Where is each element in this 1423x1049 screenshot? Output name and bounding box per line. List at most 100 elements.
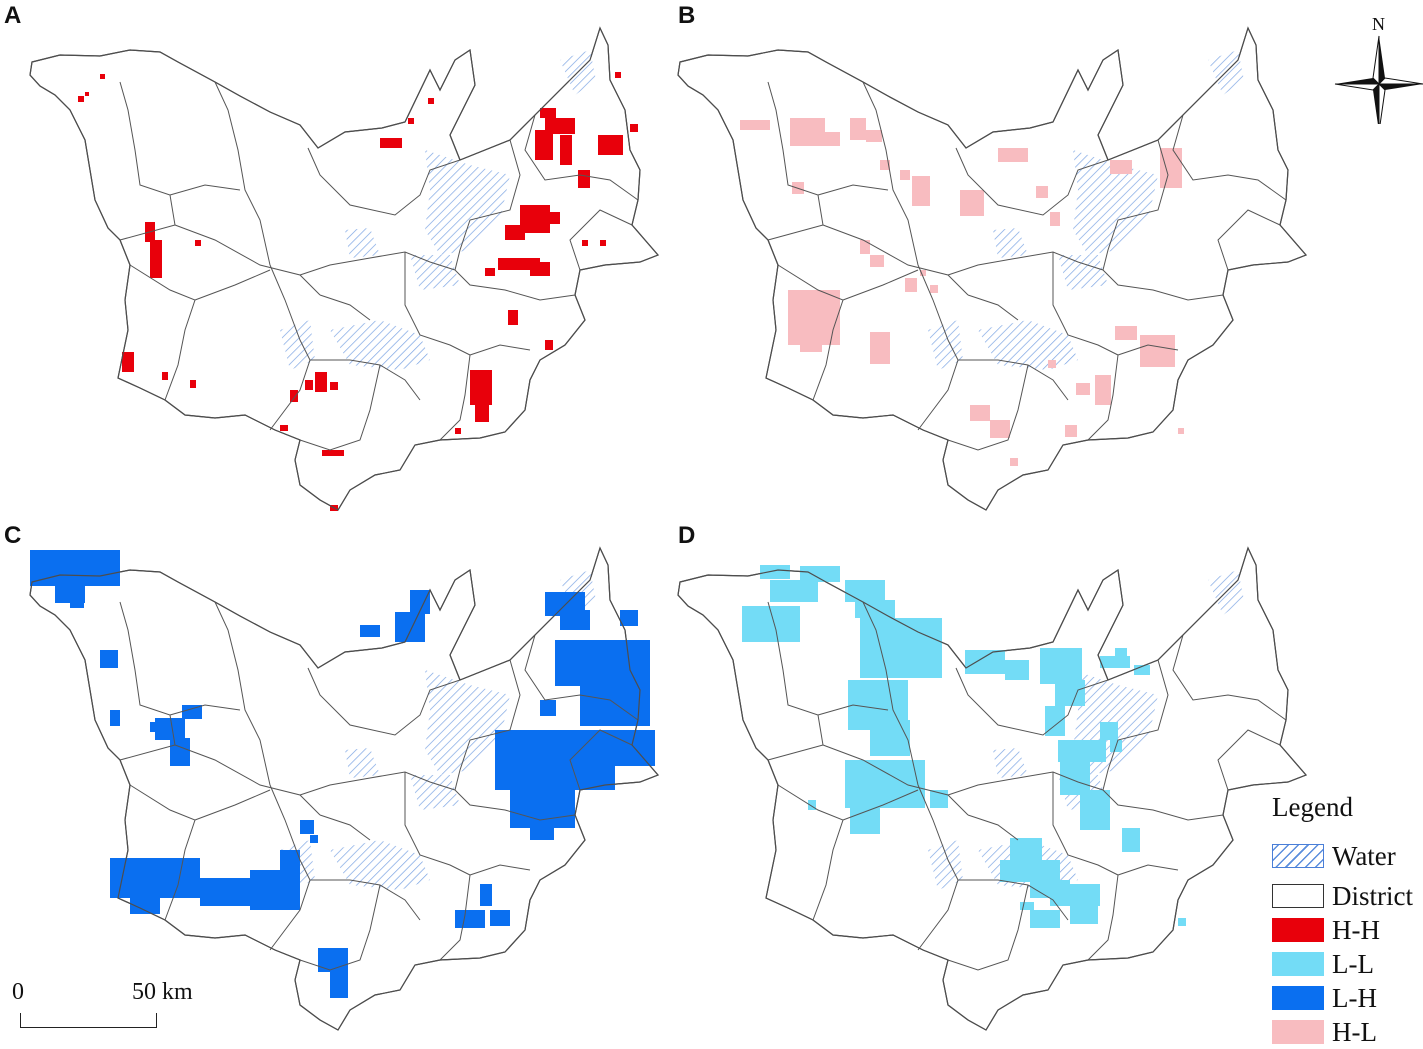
- lh-cluster-cell: [150, 722, 160, 732]
- hh-cluster-cell: [322, 450, 344, 456]
- hl-cluster-cell: [1065, 425, 1077, 437]
- water-body: [928, 840, 963, 890]
- district-boundary: [454, 139, 521, 271]
- district-boundary: [454, 789, 576, 821]
- district-boundary: [454, 659, 521, 791]
- map-c: [29, 546, 660, 1031]
- district-boundary: [817, 704, 889, 716]
- district-boundary: [1217, 729, 1281, 791]
- district-boundary: [1087, 874, 1119, 961]
- legend-label-lh: L-H: [1332, 982, 1377, 1013]
- water-body: [993, 748, 1028, 778]
- hl-cluster-cell: [900, 170, 910, 180]
- hh-cluster-cell: [150, 240, 162, 278]
- hh-cluster-cell: [85, 92, 89, 96]
- legend-swatch-water: [1272, 844, 1324, 868]
- ll-cluster-cell: [800, 566, 840, 582]
- ll-cluster-cell: [1055, 680, 1085, 706]
- district-boundary: [194, 269, 271, 301]
- scale-start-label: 0: [12, 979, 24, 1005]
- hl-cluster-cell: [1160, 148, 1182, 188]
- ll-cluster-cell: [965, 650, 1005, 674]
- hl-cluster-cell: [1010, 458, 1018, 466]
- hl-cluster-cell: [850, 118, 866, 140]
- water-body: [978, 320, 1078, 370]
- lh-cluster-cell: [530, 822, 554, 840]
- district-boundary: [947, 251, 1104, 276]
- district-boundary: [822, 744, 969, 816]
- district-boundary: [269, 784, 311, 951]
- legend-swatch-district: [1272, 884, 1324, 908]
- hl-cluster-cell: [990, 420, 1010, 438]
- hh-cluster-cell: [545, 340, 553, 350]
- legend-label-water: Water: [1332, 840, 1396, 871]
- district-boundary: [1117, 344, 1179, 356]
- ll-cluster-cell: [870, 720, 910, 756]
- hl-cluster-cell: [866, 130, 882, 142]
- district-boundary: [299, 364, 381, 451]
- district-boundary: [404, 252, 471, 356]
- hh-cluster-cell: [545, 212, 560, 224]
- district-boundary: [269, 264, 311, 431]
- map-d: [677, 546, 1308, 1031]
- hl-cluster-cell: [912, 176, 930, 206]
- district-boundary: [129, 264, 196, 401]
- hl-cluster-cell: [1036, 186, 1048, 198]
- ll-cluster-cell: [1100, 722, 1118, 740]
- lh-cluster-cell: [495, 730, 615, 790]
- hh-cluster-cell: [578, 170, 590, 188]
- district-boundary: [1117, 864, 1179, 876]
- lh-cluster-cell: [170, 738, 190, 766]
- district-boundary: [214, 601, 271, 786]
- hl-cluster-cell: [905, 278, 917, 292]
- hh-cluster-cell: [600, 240, 606, 246]
- study-area-border: [29, 546, 660, 1031]
- ll-cluster-cell: [808, 800, 816, 810]
- legend-swatch-hh: [1272, 918, 1324, 942]
- lh-cluster-cell: [330, 968, 348, 998]
- hh-cluster-cell: [540, 108, 556, 118]
- legend-item-district: District: [1272, 879, 1422, 913]
- district-boundary: [777, 784, 844, 921]
- district-boundary: [917, 264, 959, 431]
- district-boundary: [569, 209, 633, 271]
- study-area-outline: [29, 26, 660, 511]
- ll-cluster-cell: [1045, 706, 1065, 736]
- lh-cluster-cell: [310, 835, 318, 843]
- hh-cluster-cell: [280, 425, 288, 431]
- hl-cluster-cell: [1095, 375, 1111, 405]
- ll-cluster-cell: [1100, 656, 1130, 668]
- lh-cluster-cell: [555, 640, 650, 686]
- water-body: [330, 840, 430, 890]
- water-body: [345, 748, 380, 778]
- district-boundary: [842, 269, 919, 301]
- legend-item-lh: L-H: [1272, 981, 1422, 1015]
- hl-cluster-cell: [1076, 383, 1090, 395]
- hh-cluster-cell: [505, 225, 525, 240]
- lh-cluster-cell: [250, 870, 300, 910]
- lh-cluster-cell: [490, 910, 510, 926]
- lh-cluster-cell: [620, 610, 638, 626]
- ll-cluster-cell: [845, 760, 925, 808]
- district-boundary: [469, 864, 531, 876]
- north-arrow: N: [1334, 14, 1423, 133]
- water-body: [345, 228, 380, 258]
- ll-cluster-cell: [930, 790, 948, 808]
- district-boundary: [947, 884, 1029, 971]
- ll-cluster-cell: [1050, 884, 1100, 906]
- district-boundary: [955, 147, 1109, 216]
- district-boundary: [214, 81, 271, 266]
- map-panel-c: C: [0, 520, 700, 1040]
- district-boundary: [454, 269, 576, 301]
- legend-title: Legend: [1272, 792, 1353, 822]
- hh-cluster-cell: [408, 118, 414, 124]
- water-body: [425, 670, 510, 775]
- hh-cluster-cell: [630, 124, 638, 132]
- hh-cluster-cell: [530, 262, 550, 276]
- hh-cluster-cell: [190, 380, 196, 388]
- district-boundary: [967, 294, 1019, 321]
- hl-cluster-cell: [1048, 360, 1056, 368]
- district-boundary: [307, 147, 461, 216]
- ll-cluster-cell: [1005, 660, 1029, 680]
- hh-cluster-cell: [615, 72, 621, 78]
